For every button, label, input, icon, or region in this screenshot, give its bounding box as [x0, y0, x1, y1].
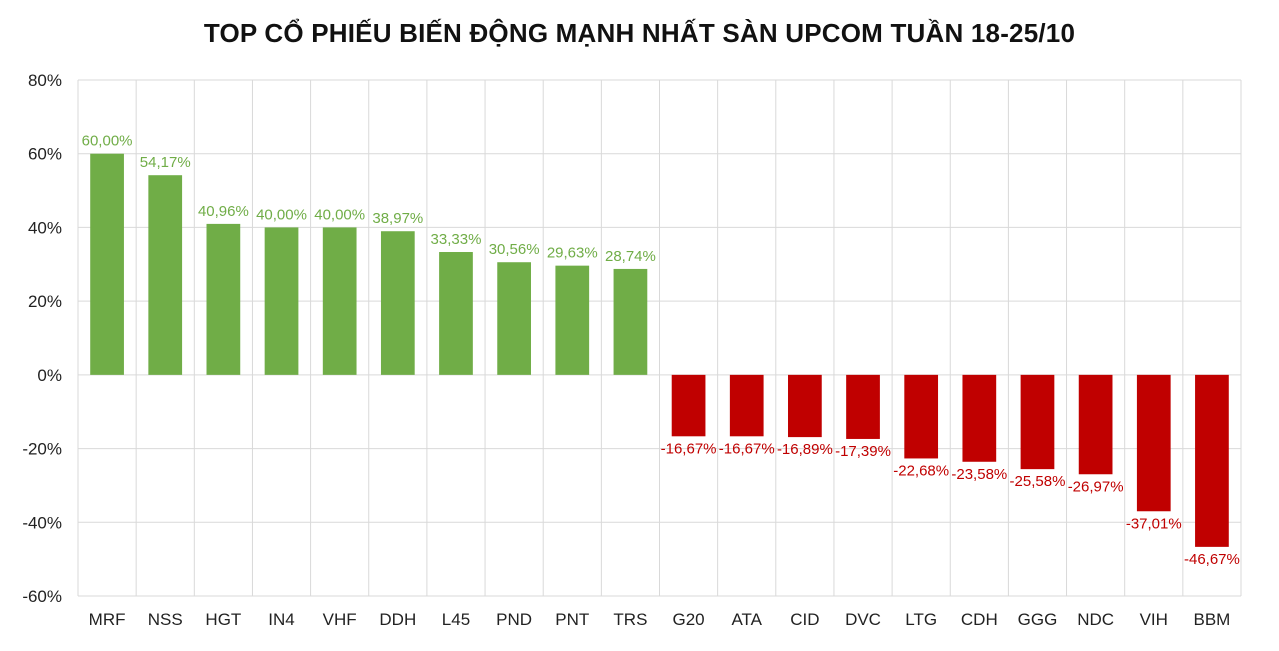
data-label: 40,96% — [198, 203, 249, 220]
bar-ltg — [904, 374, 939, 459]
data-label: -26,97% — [1068, 478, 1124, 495]
x-tick-label: L45 — [442, 610, 470, 629]
data-label: 33,33% — [431, 231, 482, 248]
x-tick-label: MRF — [89, 610, 126, 629]
y-tick-label: 20% — [28, 292, 62, 311]
x-tick-label: DVC — [845, 610, 881, 629]
x-tick-label: IN4 — [268, 610, 294, 629]
bar-ggg — [1020, 374, 1055, 470]
bar-l45 — [439, 252, 473, 375]
data-label: 40,00% — [256, 206, 307, 223]
data-label: -16,67% — [661, 440, 717, 457]
x-tick-label: CDH — [961, 610, 998, 629]
bar-pnt — [555, 265, 590, 375]
x-tick-label: ATA — [731, 610, 762, 629]
data-label: 30,56% — [489, 241, 540, 258]
data-label: 28,74% — [605, 248, 656, 265]
x-tick-label: VHF — [323, 610, 357, 629]
data-label: 38,97% — [372, 210, 423, 227]
data-label: -25,58% — [1010, 473, 1066, 490]
data-label: -17,39% — [835, 443, 891, 460]
y-tick-label: 40% — [28, 218, 62, 237]
bar-vih — [1136, 374, 1171, 512]
x-tick-label: TRS — [613, 610, 647, 629]
x-tick-label: NSS — [148, 610, 183, 629]
x-tick-label: G20 — [673, 610, 705, 629]
bar-ndc — [1078, 374, 1113, 475]
bar-cdh — [962, 374, 997, 462]
bar-nss — [148, 175, 183, 375]
data-label: 40,00% — [314, 206, 365, 223]
x-tick-label: PNT — [555, 610, 589, 629]
x-tick-label: NDC — [1077, 610, 1114, 629]
x-tick-label: HGT — [205, 610, 241, 629]
y-tick-label: -40% — [22, 513, 62, 532]
bar-mrf — [90, 153, 124, 375]
x-tick-label: LTG — [905, 610, 937, 629]
bar-ddh — [380, 231, 415, 375]
bar-pnd — [497, 262, 531, 375]
bar-trs — [613, 268, 648, 375]
data-label: 54,17% — [140, 154, 191, 171]
y-tick-label: 60% — [28, 145, 62, 164]
y-tick-label: -60% — [22, 587, 62, 606]
x-tick-label: BBM — [1194, 610, 1231, 629]
bar-vhf — [322, 227, 357, 375]
chart-title: TOP CỔ PHIẾU BIẾN ĐỘNG MẠNH NHẤT SÀN UPC… — [203, 18, 1076, 48]
bar-in4 — [264, 227, 299, 375]
x-tick-label: GGG — [1018, 610, 1058, 629]
y-tick-label: 80% — [28, 71, 62, 90]
data-label: -16,89% — [777, 441, 833, 458]
y-tick-label: 0% — [37, 366, 62, 385]
data-label: -23,58% — [951, 466, 1007, 483]
bar-bbm — [1195, 374, 1229, 547]
data-label: -16,67% — [719, 440, 775, 457]
y-tick-label: -20% — [22, 440, 62, 459]
bar-g20 — [671, 374, 706, 437]
data-label: -22,68% — [893, 462, 949, 479]
data-label: -37,01% — [1126, 515, 1182, 532]
data-label: 29,63% — [547, 245, 598, 262]
data-label: -46,67% — [1184, 551, 1240, 568]
x-tick-label: CID — [790, 610, 819, 629]
x-tick-label: PND — [496, 610, 532, 629]
data-label: 60,00% — [82, 133, 133, 150]
x-tick-label: VIH — [1140, 610, 1168, 629]
x-tick-label: DDH — [379, 610, 416, 629]
bar-ata — [729, 374, 764, 437]
bar-hgt — [206, 223, 241, 375]
bar-dvc — [846, 374, 880, 439]
bar-cid — [788, 374, 822, 438]
